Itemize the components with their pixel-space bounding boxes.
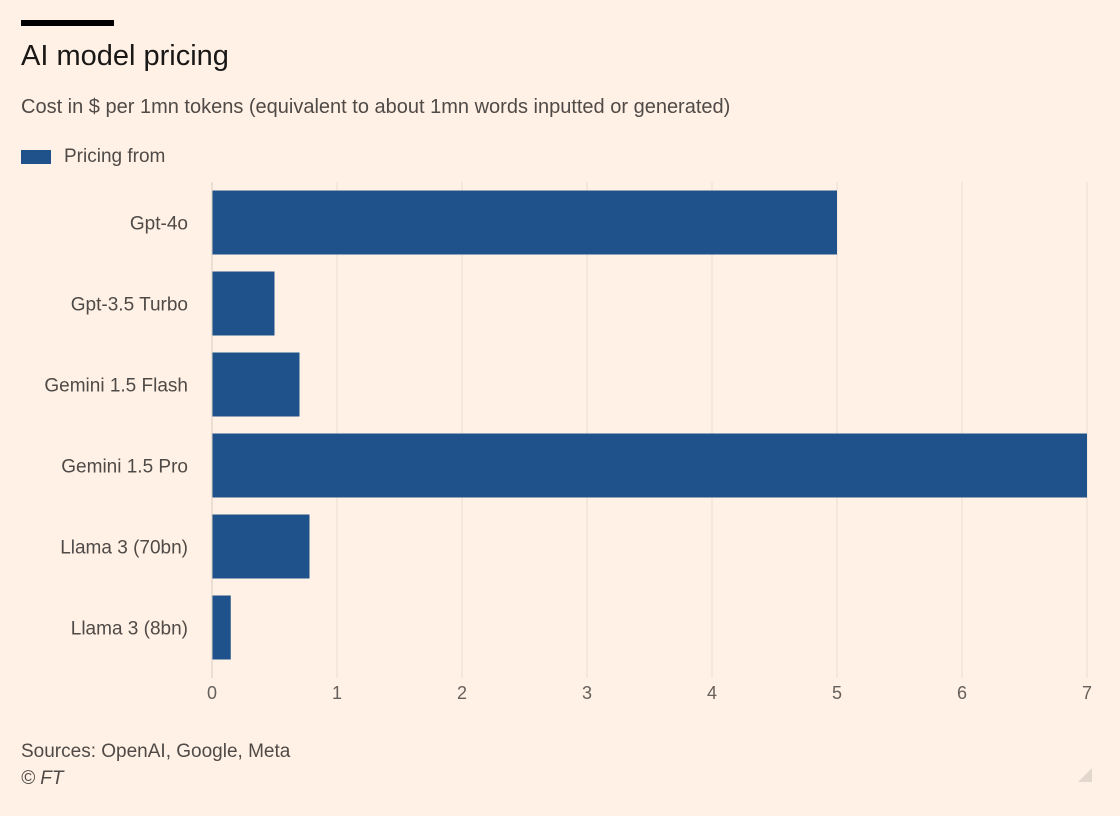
category-label: Gpt-4o <box>130 214 188 235</box>
bar <box>212 595 231 660</box>
x-tick-label: 2 <box>457 683 467 703</box>
chart-title: AI model pricing <box>21 40 229 72</box>
bar <box>212 352 300 417</box>
category-label: Gemini 1.5 Flash <box>44 376 188 397</box>
title-accent-bar <box>21 20 114 26</box>
legend: Pricing from <box>21 146 165 168</box>
legend-swatch <box>21 150 51 164</box>
category-label: Gemini 1.5 Pro <box>61 457 188 478</box>
category-label: Llama 3 (70bn) <box>60 538 188 559</box>
resize-corner-icon <box>1078 768 1092 782</box>
bar <box>212 190 837 255</box>
category-label: Gpt-3.5 Turbo <box>71 295 188 316</box>
x-tick-label: 7 <box>1082 683 1092 703</box>
x-tick-label: 4 <box>707 683 717 703</box>
x-tick-label: 3 <box>582 683 592 703</box>
bar <box>212 271 275 336</box>
bar <box>212 433 1087 498</box>
x-tick-label: 6 <box>957 683 967 703</box>
bar <box>212 514 310 579</box>
x-tick-label: 0 <box>207 683 217 703</box>
sources-note: Sources: OpenAI, Google, Meta <box>21 741 291 762</box>
x-tick-label: 1 <box>332 683 342 703</box>
copyright-note: © FT <box>21 768 64 789</box>
legend-label: Pricing from <box>64 146 166 167</box>
chart-subtitle: Cost in $ per 1mn tokens (equivalent to … <box>21 96 731 118</box>
x-tick-label: 5 <box>832 683 842 703</box>
category-label: Llama 3 (8bn) <box>71 619 188 640</box>
